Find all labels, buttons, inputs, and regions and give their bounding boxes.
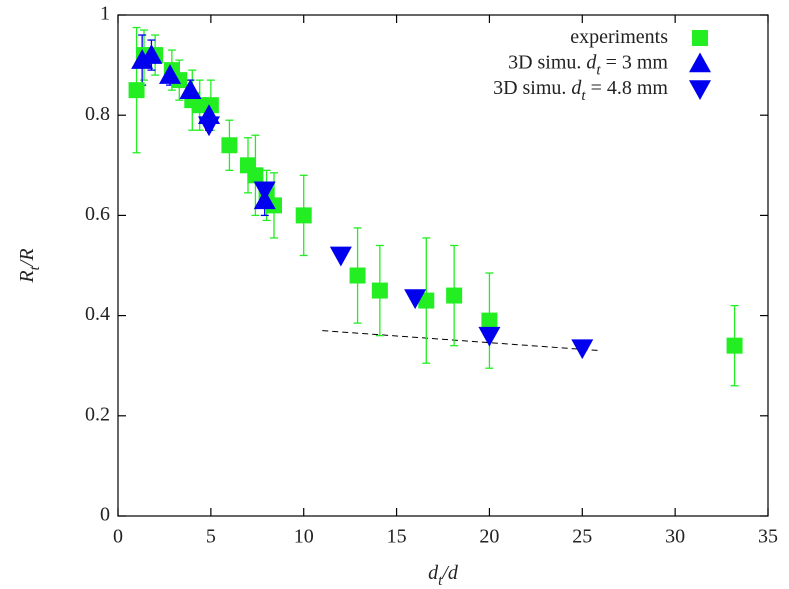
legend-marker [689, 52, 711, 73]
x-axis-label-part: d [428, 562, 439, 584]
marker-square [418, 292, 435, 309]
marker-triangle-up [131, 49, 154, 69]
y-tick-label: 0.2 [85, 403, 110, 425]
legend-marker [689, 80, 711, 100]
marker-square [295, 207, 312, 224]
marker-triangle-down [478, 326, 501, 347]
fit-line [322, 330, 601, 352]
legend-label: 3D simu. dt = 3 mm [508, 51, 668, 79]
y-tick-label: 0 [100, 504, 110, 526]
x-tick-label: 0 [113, 526, 123, 548]
x-axis-label-part: t [438, 573, 443, 589]
legend-label-part: 3D simu. [493, 77, 571, 99]
marker-square [446, 287, 463, 304]
x-tick-label: 30 [665, 526, 685, 548]
x-axis-label: dt/d [428, 562, 459, 589]
x-tick-label: 5 [206, 526, 216, 548]
marker-triangle-down [329, 246, 352, 267]
marker-square [726, 337, 743, 354]
x-tick-label: 25 [572, 526, 592, 548]
legend-label-part: t [581, 88, 586, 104]
marker-triangle-down [198, 116, 220, 137]
y-tick-label: 0.4 [85, 303, 110, 325]
marker-square [128, 82, 145, 99]
legend-label-part: d [571, 77, 582, 99]
y-tick-label: 1 [100, 3, 110, 25]
y-axis-label-part: t [27, 265, 43, 270]
legend-label-part: = 4.8 mm [586, 77, 669, 99]
marker-triangle-down [571, 339, 594, 360]
marker-square [349, 267, 366, 284]
y-axis-label-part: /R [16, 248, 38, 267]
y-axis-label-part: R [16, 270, 38, 283]
x-tick-label: 35 [758, 526, 778, 548]
marker-square [371, 282, 388, 299]
x-tick-label: 10 [294, 526, 314, 548]
legend-label-part: = 3 mm [601, 51, 669, 73]
marker-triangle-down [253, 181, 276, 202]
marker-square [221, 137, 238, 154]
y-tick-label: 0.8 [85, 103, 110, 125]
marker-triangle-up [159, 64, 181, 84]
y-tick-label: 0.6 [85, 203, 110, 225]
marker-square [247, 167, 264, 184]
legend-marker [692, 30, 708, 46]
x-tick-label: 15 [387, 526, 407, 548]
plot-frame [117, 14, 769, 517]
legend-label-part: 3D simu. [508, 51, 586, 73]
legend-label-part: d [586, 51, 597, 73]
legend-label-part: t [596, 63, 601, 79]
marker-triangle-down [404, 289, 427, 310]
legend-label-part: experiments [570, 26, 668, 48]
y-axis-label: Rt/R [16, 248, 44, 283]
marker-square [481, 312, 498, 329]
legend-label: 3D simu. dt = 4.8 mm [493, 77, 668, 105]
marker-triangle-up [140, 44, 163, 64]
x-tick-label: 20 [479, 526, 499, 548]
x-axis-label-part: /d [441, 562, 459, 584]
legend-label: experiments [570, 26, 668, 48]
marker-triangle-up [179, 79, 202, 99]
